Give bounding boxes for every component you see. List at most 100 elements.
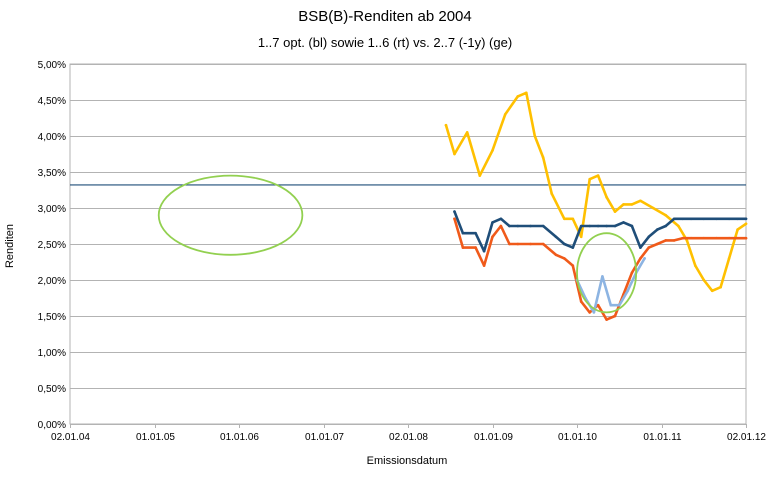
data-point: [643, 257, 646, 260]
x-tick-label: 01.01.06: [220, 432, 259, 443]
data-point: [685, 239, 689, 242]
data-point: [482, 264, 486, 267]
y-tick-label: 5,00%: [38, 60, 66, 71]
data-point: [626, 289, 629, 293]
y-tick-label: 1,00%: [38, 348, 66, 359]
data-point: [453, 152, 456, 156]
x-tick-label: 01.01.10: [558, 432, 597, 443]
data-point: [613, 210, 617, 213]
data-point: [596, 224, 600, 228]
data-point: [727, 236, 731, 240]
data-point: [571, 217, 575, 221]
data-point: [554, 235, 558, 239]
data-point: [516, 224, 520, 228]
data-point: [656, 228, 659, 231]
data-point: [639, 246, 642, 249]
data-point: [453, 217, 456, 221]
data-point: [744, 217, 748, 221]
data-point: [588, 224, 591, 228]
data-point: [541, 224, 545, 228]
data-point: [579, 235, 583, 239]
data-point: [563, 242, 566, 246]
data-point: [618, 303, 621, 307]
data-point: [744, 222, 748, 226]
data-point: [702, 236, 706, 240]
y-axis-label: Renditen: [4, 224, 16, 268]
data-point: [601, 275, 604, 278]
data-point: [672, 239, 676, 242]
data-point: [516, 95, 520, 98]
series-line: [444, 91, 748, 293]
data-point: [491, 235, 494, 239]
data-point: [554, 253, 558, 257]
data-point: [563, 217, 566, 221]
data-point: [588, 177, 591, 181]
x-tick-label: 01.01.11: [643, 432, 682, 443]
data-point: [605, 195, 608, 199]
y-tick-label: 3,50%: [38, 168, 66, 179]
data-point: [736, 228, 739, 231]
data-point: [639, 257, 642, 260]
data-point: [736, 217, 739, 221]
data-point: [647, 235, 651, 239]
series-lines: [444, 91, 748, 321]
data-point: [664, 213, 667, 217]
data-point: [579, 224, 583, 228]
chart-title: BSB(B)-Renditen ab 2004: [298, 8, 471, 25]
chart-subtitle: 1..7 opt. (bl) sowie 1..6 (rt) vs. 2..7 …: [258, 35, 512, 50]
data-point: [529, 224, 532, 228]
x-tick-label: 01.01.05: [136, 432, 175, 443]
x-axis-label: Emissionsdatum: [367, 455, 448, 467]
data-point: [525, 91, 528, 95]
y-tick-label: 0,00%: [38, 420, 66, 431]
data-point: [596, 174, 600, 177]
y-tick-label: 4,50%: [38, 96, 66, 107]
data-point: [516, 242, 520, 246]
data-point: [491, 221, 494, 224]
y-tick-label: 2,00%: [38, 276, 66, 287]
y-tick-label: 1,50%: [38, 312, 66, 323]
x-tick-label: 01.01.09: [474, 432, 513, 443]
data-point: [571, 246, 575, 249]
data-point: [719, 285, 722, 289]
series-line: [453, 210, 748, 253]
data-point: [677, 224, 680, 228]
data-point: [503, 113, 507, 116]
data-point: [461, 246, 465, 249]
data-point: [630, 271, 634, 275]
data-point: [744, 236, 748, 240]
data-point: [541, 242, 545, 246]
data-point: [664, 239, 667, 242]
data-point: [630, 224, 634, 228]
data-point: [715, 217, 718, 221]
y-tick-label: 0,50%: [38, 384, 66, 395]
data-point: [715, 236, 718, 240]
data-point: [499, 217, 503, 221]
series-2: [453, 210, 748, 253]
data-point: [499, 224, 503, 228]
data-point: [491, 149, 494, 152]
data-point: [474, 246, 477, 249]
data-point: [702, 217, 706, 221]
x-tick-label: 02.01.12: [727, 432, 766, 443]
data-point: [651, 206, 655, 210]
series-3: [453, 217, 748, 321]
highlight-ellipse: [576, 232, 638, 314]
data-point: [596, 303, 600, 307]
data-point: [465, 131, 469, 134]
highlight-ellipse: [157, 174, 304, 256]
data-point: [630, 203, 634, 206]
x-tick-label: 01.01.07: [305, 432, 344, 443]
data-point: [702, 278, 706, 282]
annotations: [157, 174, 638, 314]
data-point: [681, 236, 684, 240]
data-point: [474, 231, 477, 235]
data-point: [592, 311, 596, 314]
data-point: [579, 300, 583, 303]
series-1: [444, 91, 748, 293]
data-point: [622, 203, 625, 206]
data-point: [664, 224, 667, 228]
data-point: [622, 221, 625, 224]
